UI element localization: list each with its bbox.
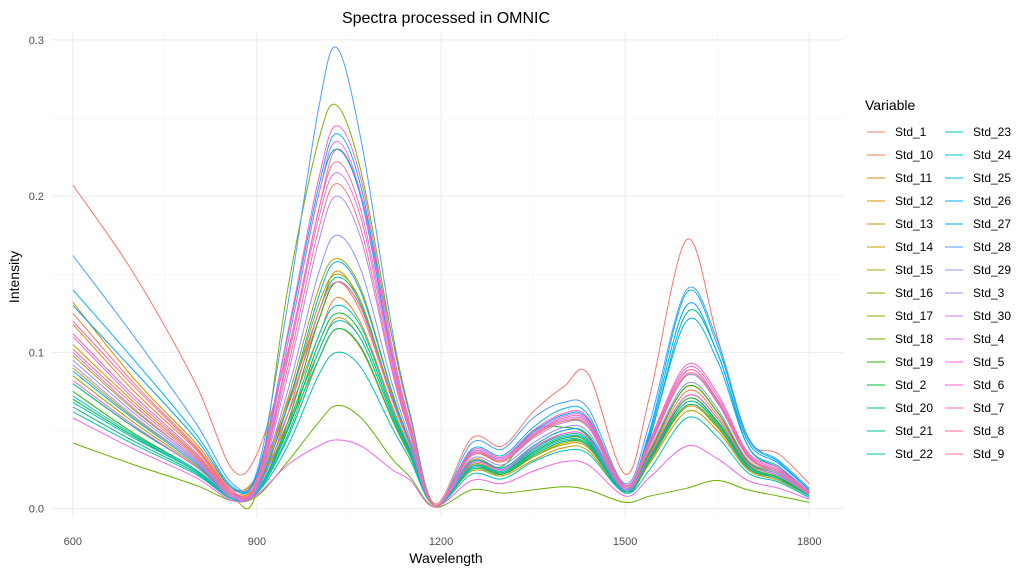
- legend-label: Std_29: [973, 263, 1011, 277]
- legend-item: Std_30: [945, 309, 1011, 323]
- legend-label: Std_25: [973, 171, 1011, 185]
- series-line-std-28: [72, 46, 810, 507]
- legend-item: Std_25: [945, 171, 1011, 185]
- x-tick-label: 1200: [429, 536, 453, 548]
- legend-item: Std_7: [945, 401, 1005, 415]
- y-tick-label: 0.3: [29, 35, 44, 47]
- legend-label: Std_21: [895, 424, 933, 438]
- legend-item: Std_16: [867, 286, 933, 300]
- legend-item: Std_27: [945, 217, 1011, 231]
- legend-label: Std_15: [895, 263, 933, 277]
- legend-item: Std_11: [867, 171, 932, 185]
- grid: [52, 32, 843, 518]
- legend-label: Std_23: [973, 125, 1011, 139]
- y-axis-ticks: 0.0 0.1 0.2 0.3: [29, 35, 44, 516]
- legend-item: Std_4: [945, 332, 1005, 346]
- chart-title: Spectra processed in OMNIC: [342, 10, 550, 27]
- legend-item: Std_22: [867, 447, 933, 461]
- legend-item: Std_26: [945, 194, 1011, 208]
- legend-item: Std_20: [867, 401, 933, 415]
- legend-label: Std_14: [895, 240, 933, 254]
- legend-item: Std_5: [945, 355, 1005, 369]
- legend-label: Std_20: [895, 401, 933, 415]
- legend-label: Std_17: [895, 309, 933, 323]
- legend-label: Std_2: [895, 378, 927, 392]
- legend-item: Std_15: [867, 263, 933, 277]
- legend-item: Std_23: [945, 125, 1011, 139]
- legend-label: Std_3: [973, 286, 1005, 300]
- legend-item: Std_2: [867, 378, 927, 392]
- legend-label: Std_28: [973, 240, 1011, 254]
- legend-item: Std_3: [945, 286, 1005, 300]
- legend-item: Std_10: [867, 148, 933, 162]
- x-axis-ticks: 600 900 1200 1500 1800: [64, 536, 822, 548]
- series-line-std-9: [72, 183, 810, 507]
- legend-item: Std_18: [867, 332, 933, 346]
- legend-item: Std_13: [867, 217, 933, 231]
- legend-item: Std_21: [867, 424, 933, 438]
- legend-label: Std_12: [895, 194, 933, 208]
- legend-item: Std_14: [867, 240, 933, 254]
- legend-label: Std_16: [895, 286, 933, 300]
- legend-label: Std_10: [895, 148, 933, 162]
- legend-item: Std_12: [867, 194, 933, 208]
- x-axis-title: Wavelength: [409, 550, 482, 566]
- legend: Variable Std_1Std_10Std_11Std_12Std_13St…: [865, 97, 1011, 461]
- legend-item: Std_17: [867, 309, 933, 323]
- legend-item: Std_9: [945, 447, 1005, 461]
- legend-label: Std_27: [973, 217, 1011, 231]
- legend-label: Std_8: [973, 424, 1005, 438]
- legend-item: Std_19: [867, 355, 933, 369]
- series-lines: [72, 46, 810, 510]
- legend-title: Variable: [865, 97, 916, 113]
- legend-item: Std_6: [945, 378, 1005, 392]
- legend-items: Std_1 Std_10 Std_11 Std_12 Std_13 Std_14 Std_1…: [867, 125, 1011, 461]
- x-tick-label: 600: [64, 536, 82, 548]
- series-line-std-5: [72, 417, 810, 508]
- legend-label: Std_19: [895, 355, 933, 369]
- series-line-std-18: [72, 404, 810, 508]
- legend-label: Std_30: [973, 309, 1011, 323]
- legend-label: Std_24: [973, 148, 1011, 162]
- y-tick-label: 0.2: [29, 191, 44, 203]
- x-tick-label: 1800: [797, 536, 821, 548]
- x-tick-label: 900: [248, 536, 266, 548]
- y-axis-title: Intensity: [6, 251, 22, 303]
- legend-label: Std_9: [973, 447, 1005, 461]
- legend-label: Std_4: [973, 332, 1005, 346]
- y-tick-label: 0.1: [29, 347, 44, 359]
- legend-item: Std_28: [945, 240, 1011, 254]
- legend-item: Std_29: [945, 263, 1011, 277]
- legend-label: Std_11: [895, 171, 932, 185]
- legend-label: Std_1: [895, 125, 927, 139]
- legend-label: Std_5: [973, 355, 1005, 369]
- legend-label: Std_7: [973, 401, 1005, 415]
- legend-label: Std_26: [973, 194, 1011, 208]
- y-tick-label: 0.0: [29, 504, 44, 516]
- legend-item: Std_24: [945, 148, 1011, 162]
- legend-label: Std_13: [895, 217, 933, 231]
- legend-item: Std_8: [945, 424, 1005, 438]
- legend-label: Std_6: [973, 378, 1005, 392]
- legend-label: Std_18: [895, 332, 933, 346]
- series-line-std-1: [72, 148, 810, 505]
- legend-item: Std_1: [867, 125, 927, 139]
- legend-label: Std_22: [895, 447, 933, 461]
- x-tick-label: 1500: [613, 536, 637, 548]
